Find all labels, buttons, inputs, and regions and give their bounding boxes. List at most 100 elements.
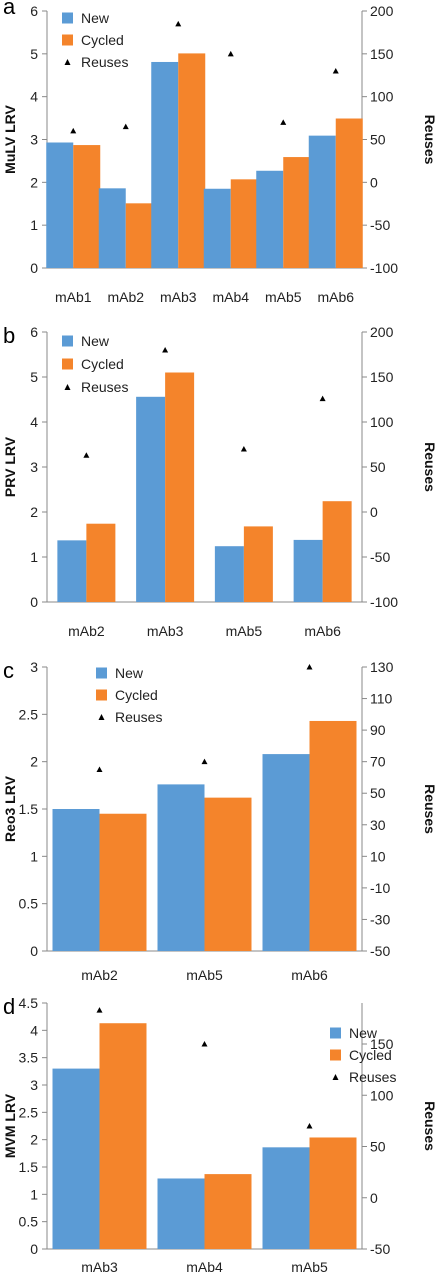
legend-label: New [81,10,110,26]
legend: New Cycled Reuses [96,665,162,725]
y-tick-label: 4.5 [19,995,39,1011]
y2-tick-label: -30 [370,911,390,927]
bar-cycled [204,1174,252,1249]
bar-cycled [322,501,352,602]
legend-label: Cycled [81,32,124,48]
bar-new [262,1147,310,1249]
panel-label: b [3,323,15,348]
y2-axis-title: Reuses [422,1101,437,1151]
bar-new [203,188,231,268]
y2-tick-label: 150 [370,1036,394,1052]
y-tick-label: 1.5 [19,801,39,817]
y-tick-label: 1 [30,848,38,864]
bar-cycled [73,145,101,268]
y2-tick-label: 200 [370,324,394,340]
bar-cycled [283,157,311,268]
y-tick-label: 0 [30,594,38,610]
bar-new [308,135,336,268]
y-tick-label: 1 [30,549,38,565]
reuse-marker [201,758,208,765]
y-tick-label: 2 [30,1132,38,1148]
legend: New Cycled Reuses [330,1025,396,1085]
y2-tick-label: 70 [370,754,386,770]
y-tick-label: 2.5 [19,706,39,722]
reuse-marker [122,123,129,130]
bar-new [46,142,74,268]
bar-cycled [204,797,252,951]
bar-cycled [309,1137,357,1249]
legend-label: Reuses [349,1069,396,1085]
legend-swatch-cycled [330,1049,341,1061]
legend-label: Reuses [81,379,128,395]
legend-swatch-reuses [98,714,105,720]
y-tick-label: 6 [30,324,38,340]
y2-tick-label: -50 [370,943,390,959]
reuse-marker [96,1007,103,1013]
category-label: mAb2 [107,289,144,305]
bar-new [214,546,244,602]
panel-label: a [3,0,16,19]
bar-new [157,784,205,951]
category-label: mAb6 [317,289,354,305]
bar-cycled [125,203,153,268]
category-label: mAb5 [265,289,302,305]
bar-new [157,1178,205,1249]
y-tick-label: 4 [30,1022,38,1038]
y-tick-label: 2 [30,754,38,770]
y2-tick-label: 50 [370,785,386,801]
category-label: mAb2 [68,623,105,639]
y2-tick-label: 100 [370,414,394,430]
reuse-marker [306,664,313,670]
y-tick-label: 3 [30,459,38,475]
category-label: mAb3 [81,1259,118,1275]
reuse-marker [227,50,234,57]
legend-label: New [81,333,110,349]
legend-label: Cycled [115,687,158,703]
chart-panel-a: a 0 1 2 3 4 5 6 -100 -50 0 50 100 150 200 MuLV LRV Reuse… [2,0,437,305]
bar-new [52,1068,100,1249]
y2-tick-label: 130 [370,659,394,675]
panel-label: c [3,658,14,683]
category-label: mAb3 [147,623,184,639]
legend-swatch-cycled [62,358,73,370]
bar-cycled [309,720,357,951]
y-tick-label: 6 [30,3,38,19]
legend-swatch-new [62,335,73,347]
legend-swatch-reuses [64,384,71,390]
reuse-marker [70,127,77,134]
legend-swatch-new [62,12,73,24]
legend: New Cycled Reuses [62,333,128,395]
y2-tick-label: 0 [370,504,378,520]
reuse-marker [319,395,326,402]
bar-new [262,754,310,951]
category-label: mAb4 [212,289,249,305]
y2-axis-title: Reuses [422,784,437,834]
reuse-marker [240,446,247,452]
y-tick-label: 1 [30,1186,38,1202]
y2-tick-label: 150 [370,46,394,62]
y2-tick-label: 10 [370,848,386,864]
y-tick-label: 3 [30,132,38,148]
legend-swatch-new [330,1027,341,1039]
y-tick-label: 5 [30,46,38,62]
y-axis-title: MuLV LRV [2,104,18,173]
legend-label: Cycled [349,1047,392,1063]
legend-label: Reuses [81,54,128,70]
y2-axis-title: Reuses [422,442,437,492]
bar-new [136,396,166,602]
reuse-marker [162,347,169,353]
reuse-marker [280,119,287,125]
y-axis-title: MVM LRV [2,1093,18,1158]
bar-cycled [86,523,116,602]
y2-tick-label: 150 [370,369,394,385]
y2-tick-label: -50 [370,1241,390,1257]
y2-tick-label: -50 [370,549,390,565]
y2-tick-label: 50 [370,459,386,475]
y-tick-label: 5 [30,369,38,385]
panel-label: d [3,994,15,1019]
y2-tick-label: -10 [370,880,390,896]
chart-panel-b: b 0 1 2 3 4 5 6 -100 -50 0 50 100 150 200 PRV LRV Reuses… [2,323,437,639]
bar-new [98,188,126,268]
y2-axis-title: Reuses [422,115,437,165]
